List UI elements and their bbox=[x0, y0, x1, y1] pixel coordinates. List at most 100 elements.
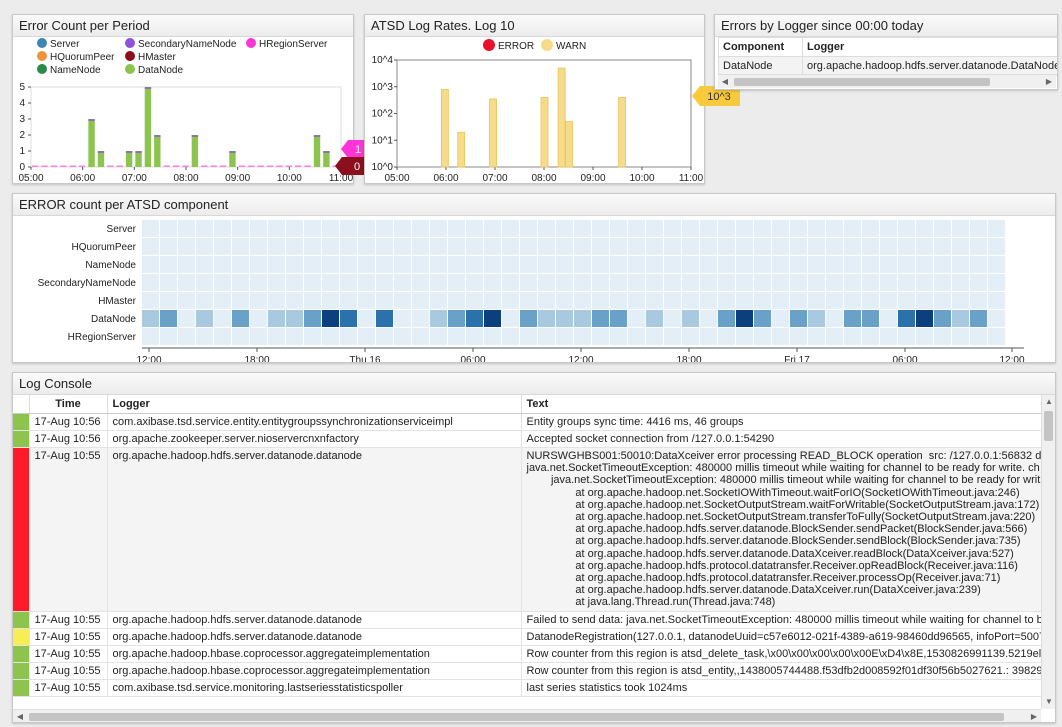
table-row[interactable]: 17-Aug 10:55 org.apache.hadoop.hbase.copr… bbox=[13, 662, 1041, 680]
cell-time: 17-Aug 10:56 bbox=[29, 430, 108, 448]
col-level[interactable] bbox=[13, 395, 30, 414]
heatmap-cell bbox=[952, 256, 969, 273]
col-logger[interactable]: Logger bbox=[107, 395, 522, 414]
scroll-thumb[interactable] bbox=[734, 78, 990, 86]
heatmap-cell bbox=[664, 220, 681, 237]
bar-zero bbox=[248, 165, 255, 167]
table-row[interactable]: 17-Aug 10:55 org.apache.hadoop.hbase.copr… bbox=[13, 645, 1041, 663]
heatmap-cell bbox=[556, 292, 573, 309]
heatmap-cell bbox=[646, 328, 663, 345]
cell-text: DatanodeRegistration(127.0.0.1, datanode… bbox=[521, 628, 1041, 646]
heatmap-cell bbox=[898, 256, 915, 273]
heatmap-cell bbox=[502, 220, 519, 237]
heatmap-cell bbox=[916, 292, 933, 309]
legend-swatch-warn bbox=[541, 39, 553, 51]
log-console-vscroll[interactable]: ▲ ▼ bbox=[1041, 395, 1055, 709]
bar-zero bbox=[266, 165, 274, 167]
heatmap-cell bbox=[808, 310, 825, 327]
bar-warn bbox=[565, 121, 573, 168]
table-row[interactable]: 17-Aug 10:55 com.axibase.tsd.service.moni… bbox=[13, 679, 1041, 697]
x-tick-label: Fri 17 bbox=[784, 355, 810, 363]
errors-by-logger-hscroll[interactable]: ◀ ▶ bbox=[718, 74, 1056, 88]
log-console-hscroll[interactable]: ◀ ▶ bbox=[13, 709, 1041, 722]
x-tick-label: Thu 16 bbox=[349, 355, 381, 363]
heatmap-cell bbox=[538, 292, 555, 309]
heatmap-cell bbox=[466, 256, 483, 273]
heatmap-cell bbox=[754, 328, 771, 345]
heatmap-cell bbox=[196, 238, 213, 255]
col-text[interactable]: Text bbox=[521, 395, 1041, 414]
heatmap-cell bbox=[844, 274, 861, 291]
plot-frame bbox=[30, 86, 342, 168]
hscroll-thumb[interactable] bbox=[29, 713, 1004, 721]
bar-datanode bbox=[191, 135, 199, 167]
col-component[interactable]: Component bbox=[718, 37, 803, 57]
table-row[interactable]: 17-Aug 10:56 org.apache.zookeeper.server.… bbox=[13, 430, 1041, 448]
scroll-left-icon[interactable]: ◀ bbox=[721, 77, 729, 86]
heatmap-cell bbox=[160, 220, 177, 237]
heatmap-cell bbox=[736, 220, 753, 237]
heatmap-cell bbox=[934, 310, 951, 327]
heatmap-cell bbox=[826, 256, 843, 273]
table-row[interactable]: 17-Aug 10:55 org.apache.hadoop.hdfs.serve… bbox=[13, 447, 1041, 612]
bar-cap bbox=[313, 135, 321, 137]
bar-zero bbox=[172, 165, 180, 167]
legend-label-server: Server bbox=[50, 39, 80, 50]
bar-zero bbox=[182, 165, 189, 167]
table-row[interactable]: DataNode org.apache.hadoop.hdfs.server.d… bbox=[718, 56, 1057, 76]
heatmap-cell bbox=[178, 256, 195, 273]
heatmap-cell bbox=[214, 328, 231, 345]
x-tick-label: 18:00 bbox=[244, 355, 269, 363]
heatmap-cell bbox=[448, 274, 465, 291]
heatmap-cell bbox=[538, 310, 555, 327]
heatmap-cell bbox=[862, 220, 879, 237]
heatmap-cell bbox=[682, 274, 699, 291]
heatmap-cell bbox=[214, 274, 231, 291]
bar-zero bbox=[163, 165, 170, 167]
heatmap-cell bbox=[844, 256, 861, 273]
scroll-right-icon[interactable]: ▶ bbox=[1030, 712, 1038, 721]
heatmap-cell bbox=[592, 220, 609, 237]
table-row[interactable]: 17-Aug 10:55 org.apache.hadoop.hdfs.serve… bbox=[13, 628, 1041, 646]
heatmap-cell bbox=[970, 328, 987, 345]
table-row[interactable]: 17-Aug 10:55 org.apache.hadoop.hdfs.serve… bbox=[13, 611, 1041, 629]
table-row[interactable]: 17-Aug 10:56 com.axibase.tsd.service.enti… bbox=[13, 413, 1041, 431]
vscroll-thumb[interactable] bbox=[1044, 411, 1053, 441]
heatmap-cell bbox=[826, 310, 843, 327]
heatmap-cell bbox=[232, 238, 249, 255]
heatmap-cell bbox=[412, 310, 429, 327]
heatmap-cell bbox=[394, 292, 411, 309]
heatmap-cell bbox=[466, 220, 483, 237]
errors-by-logger-table: Component Logger DataNode org.apache.had… bbox=[718, 37, 1057, 76]
heatmap-cell bbox=[898, 238, 915, 255]
heatmap-cell bbox=[862, 292, 879, 309]
bar-zero bbox=[201, 165, 208, 167]
scroll-up-icon[interactable]: ▲ bbox=[1045, 397, 1053, 406]
heatmap-cell bbox=[664, 274, 681, 291]
legend-label-secondarynamenode: SecondaryNameNode bbox=[138, 39, 237, 50]
heatmap-cell bbox=[304, 238, 321, 255]
row-label-hregionserver: HRegionServer bbox=[68, 332, 137, 343]
heatmap-cell bbox=[286, 256, 303, 273]
heatmap-cell bbox=[844, 328, 861, 345]
heatmap-cell bbox=[574, 220, 591, 237]
scroll-down-icon[interactable]: ▼ bbox=[1045, 697, 1053, 706]
legend-swatch-hmaster bbox=[125, 51, 135, 61]
heatmap-cell bbox=[520, 328, 537, 345]
col-time[interactable]: Time bbox=[29, 395, 108, 414]
bar-zero bbox=[257, 165, 264, 167]
log-rates-bars bbox=[440, 67, 626, 168]
x-tick-label: 09:00 bbox=[580, 173, 605, 184]
heatmap-cell bbox=[736, 310, 753, 327]
heatmap-cell bbox=[520, 238, 537, 255]
heatmap-cell bbox=[466, 274, 483, 291]
heatmap-cell bbox=[520, 292, 537, 309]
scroll-right-icon[interactable]: ▶ bbox=[1045, 77, 1053, 86]
scroll-left-icon[interactable]: ◀ bbox=[16, 712, 24, 721]
col-logger[interactable]: Logger bbox=[802, 37, 1057, 57]
heatmap-cell bbox=[502, 274, 519, 291]
cell-logger: org.apache.hadoop.hbase.coprocessor.aggr… bbox=[107, 662, 522, 680]
heatmap-cell bbox=[970, 256, 987, 273]
bar-zero bbox=[238, 165, 246, 167]
log-console-panel: Log Console Time Logger Text 17-Aug 10:5… bbox=[12, 372, 1056, 723]
